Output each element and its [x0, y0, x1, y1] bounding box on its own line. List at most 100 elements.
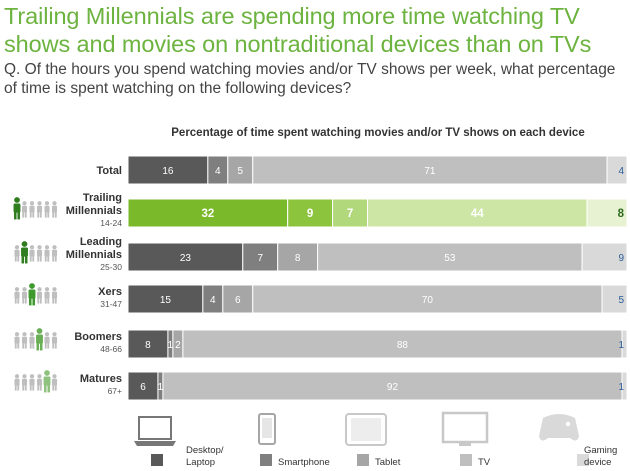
bar-segment [586, 198, 628, 228]
person-icon-torso [36, 291, 43, 299]
person-icon-torso [14, 336, 20, 344]
person-icon-leg [17, 211, 20, 220]
bar-segment [127, 284, 204, 314]
people-group-icon [14, 328, 58, 351]
category-label: Xers [98, 286, 122, 298]
person-icon-leg [47, 384, 50, 393]
person-icon-leg [14, 385, 17, 391]
person-icon-leg [32, 256, 35, 262]
phone-screen [262, 418, 272, 438]
person-icon-leg [17, 385, 20, 391]
data-label: 4 [618, 166, 624, 177]
person-icon-leg [22, 298, 25, 304]
person-icon-head [44, 332, 50, 337]
person-icon-torso [21, 336, 28, 344]
person-icon-torso [51, 378, 58, 386]
category-label: Total [97, 165, 122, 177]
person-icon-leg [54, 212, 57, 218]
person-icon-torso [44, 249, 50, 257]
person-icon-torso [36, 205, 43, 213]
person-icon-torso [29, 249, 35, 257]
person-icon-leg [47, 343, 50, 349]
category-label: Matures [80, 373, 122, 385]
person-icon-leg [29, 343, 32, 349]
person-icon-head [22, 201, 27, 206]
data-label: 71 [424, 166, 436, 177]
person-icon-head [36, 328, 43, 334]
controller-button [565, 421, 571, 427]
person-icon-torso [29, 205, 35, 213]
person-icon-head [29, 374, 35, 379]
person-icon-torso [21, 291, 28, 299]
bar-segment [127, 329, 169, 359]
person-icon-leg [52, 212, 55, 218]
person-icon-torso [13, 203, 21, 213]
people-group-icon [14, 283, 58, 306]
person-icon-head [37, 374, 42, 379]
bar-segment [367, 198, 588, 228]
person-icon-leg [37, 385, 40, 391]
data-label: 1 [618, 340, 624, 351]
person-icon-leg [21, 255, 25, 264]
person-icon-leg [47, 298, 50, 304]
person-icon-head [44, 370, 50, 376]
person-icon-leg [24, 385, 27, 391]
data-label: 1 [618, 382, 624, 393]
person-icon-leg [24, 298, 27, 304]
survey-question: Q. Of the hours you spend watching movie… [4, 61, 616, 97]
person-icon-torso [51, 336, 58, 344]
person-icon-leg [54, 343, 57, 349]
smartphone-icon [258, 413, 276, 445]
person-icon-torso [28, 289, 36, 299]
chart-title: Percentage of time spent watching movies… [171, 127, 585, 139]
category-age-range: 67+ [108, 386, 122, 396]
data-label: 6 [140, 382, 146, 393]
person-icon-leg [37, 298, 40, 304]
person-icon-torso [44, 336, 50, 344]
person-icon-leg [14, 298, 17, 304]
people-group-icon [14, 370, 58, 393]
person-icon-torso [14, 249, 20, 257]
person-icon-leg [39, 256, 42, 262]
person-icon-leg [32, 385, 35, 391]
person-icon-leg [17, 343, 20, 349]
category-label: Millennials [66, 205, 122, 217]
person-icon-leg [24, 343, 27, 349]
bar-segment [601, 284, 628, 314]
data-label: 92 [387, 382, 399, 393]
person-icon-leg [22, 385, 25, 391]
person-icon-leg [14, 343, 17, 349]
bar-segment [182, 329, 623, 359]
person-icon-torso [36, 378, 43, 386]
bar-segment [162, 371, 623, 401]
person-icon-leg [22, 343, 25, 349]
legend-swatch [357, 454, 369, 466]
tablet-icon [345, 413, 387, 446]
data-label: 9 [307, 208, 313, 220]
person-icon-torso [36, 334, 43, 344]
person-icon-leg [52, 343, 55, 349]
person-icon-leg [32, 343, 35, 349]
category-label: Millennials [66, 249, 122, 261]
person-icon-head [52, 374, 57, 379]
data-label: 15 [160, 295, 172, 306]
person-icon-leg [44, 384, 47, 393]
person-icon-leg [44, 343, 47, 349]
person-icon-head [44, 245, 50, 250]
person-icon-torso [44, 291, 50, 299]
person-icon-leg [52, 385, 55, 391]
laptop-icon [134, 416, 176, 446]
person-icon-leg [37, 256, 40, 262]
category-age-range: 31-47 [100, 299, 122, 309]
legend-swatch [151, 454, 163, 466]
category-age-range: 48-66 [100, 344, 122, 354]
person-icon-torso [44, 205, 50, 213]
data-label: 2 [175, 340, 181, 351]
data-label: 53 [444, 253, 456, 264]
person-icon-leg [14, 211, 17, 220]
legend-swatch [460, 454, 472, 466]
game-controller-icon [539, 414, 579, 441]
